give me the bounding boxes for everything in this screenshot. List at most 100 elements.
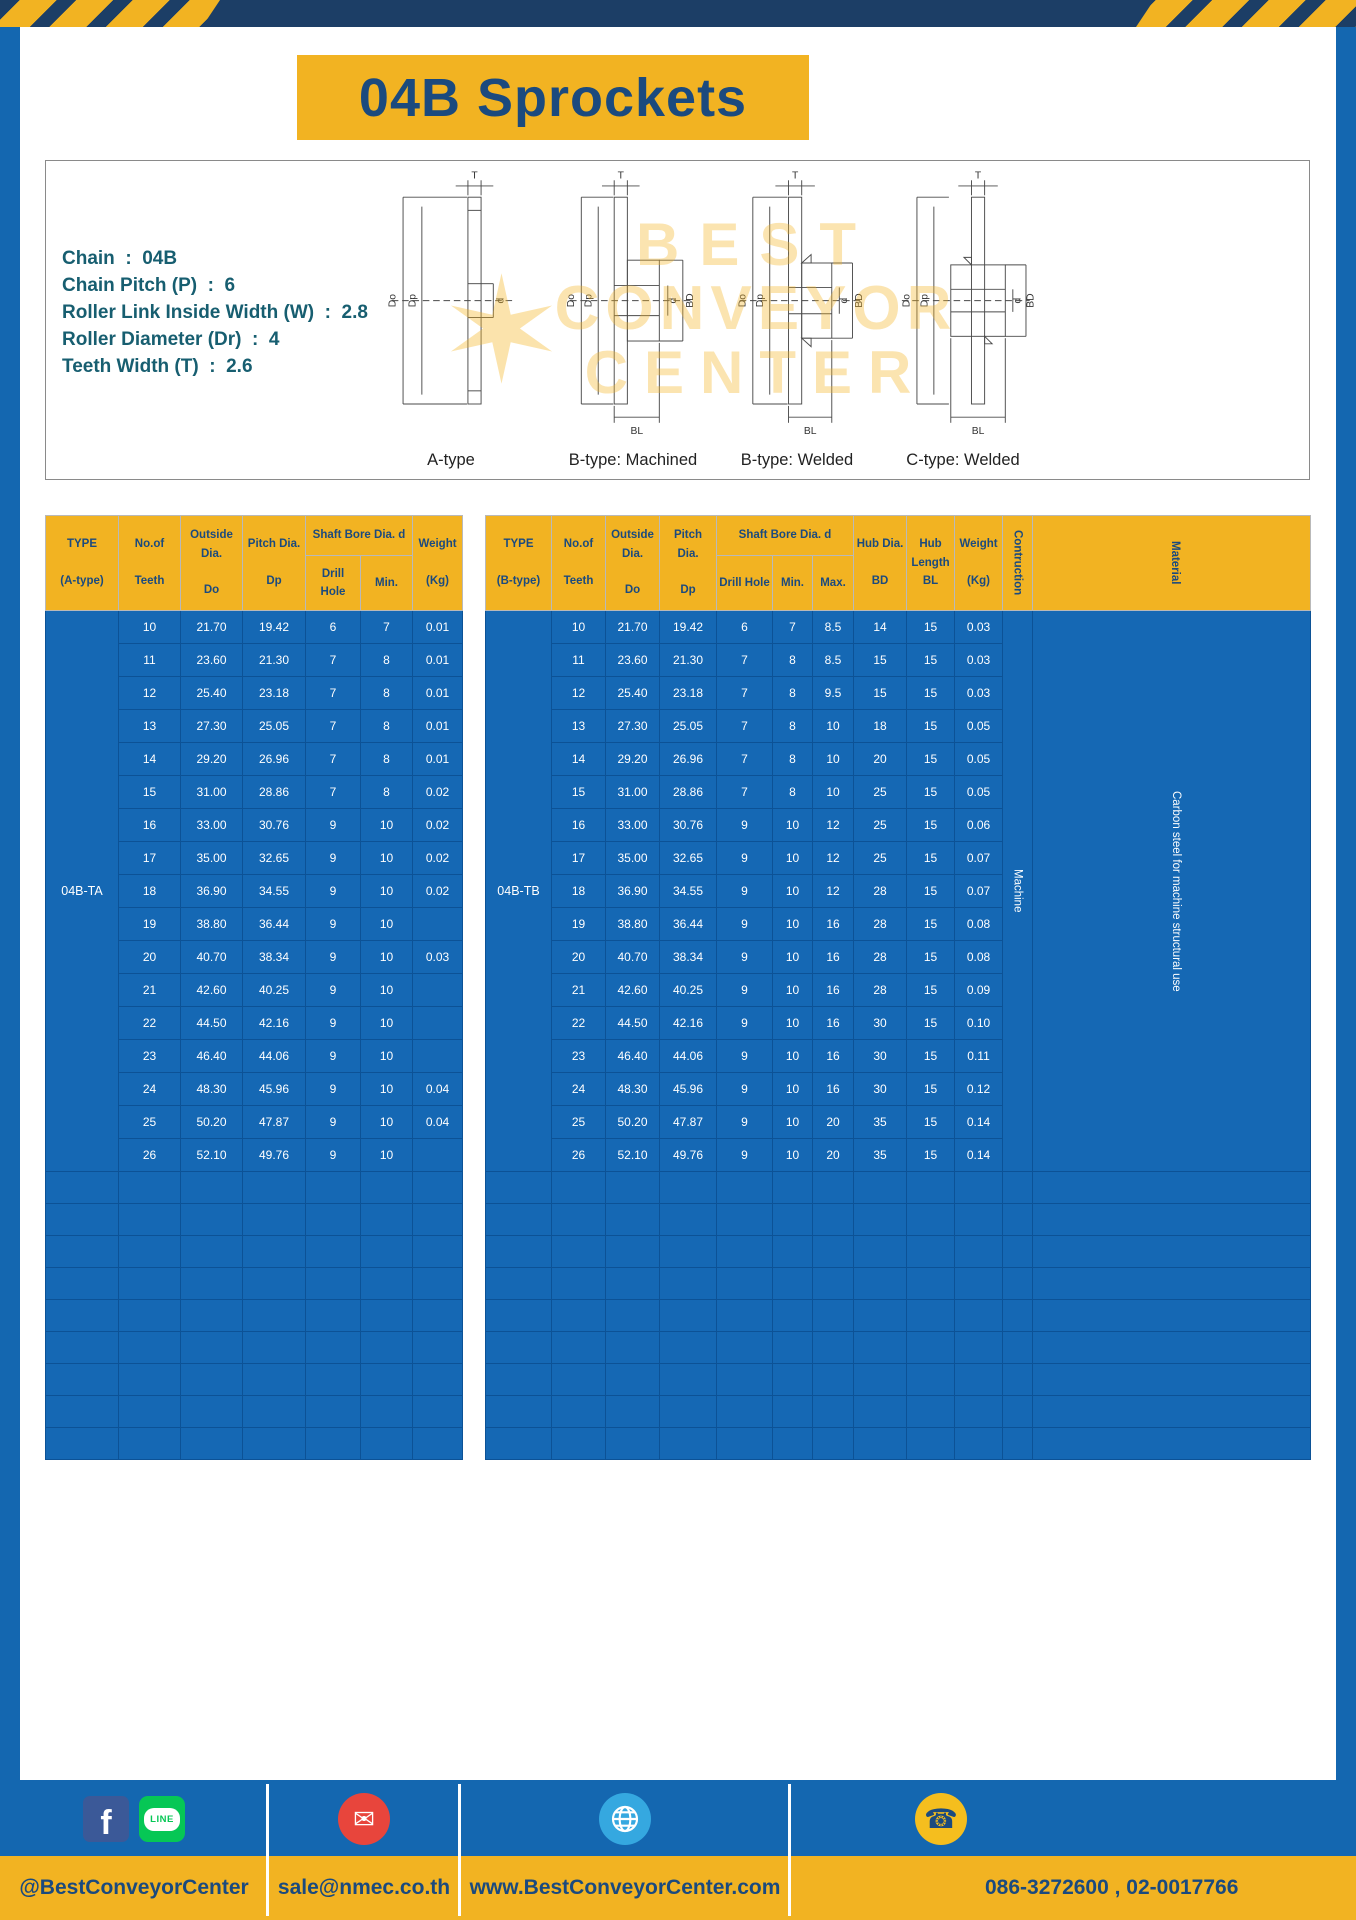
empty-table-row [485, 1299, 1312, 1332]
empty-cell [180, 1171, 243, 1204]
empty-cell [305, 1203, 361, 1236]
data-cell: 9.5 [811, 676, 855, 710]
data-cell: 33.00 [605, 808, 660, 842]
empty-cell [716, 1427, 773, 1460]
data-cell: 15 [906, 907, 956, 941]
facebook-icon[interactable]: f [83, 1796, 129, 1842]
data-cell: 25 [853, 808, 908, 842]
data-cell: 30.76 [659, 808, 717, 842]
empty-cell [716, 1203, 773, 1236]
footer-email[interactable]: sale@nmec.co.th [277, 1876, 451, 1899]
data-cell: 33.00 [180, 808, 243, 842]
data-cell: 0.05 [954, 709, 1004, 743]
empty-cell [360, 1203, 413, 1236]
data-cell: 7 [305, 643, 361, 677]
empty-cell [45, 1427, 119, 1460]
data-cell: 7 [716, 709, 773, 743]
empty-cell [605, 1203, 660, 1236]
footer-phone-numbers[interactable]: 086-3272600 , 02-0017766 [985, 1876, 1239, 1899]
empty-cell [811, 1331, 855, 1364]
empty-cell [485, 1171, 552, 1204]
table-a-body: 04B-TA 10 21.70 19.42 6 7 0.01 11 23.60 21.30 7 8 0.… [45, 610, 463, 1460]
empty-cell [853, 1427, 908, 1460]
empty-table-row [45, 1235, 463, 1268]
empty-cell [605, 1363, 660, 1396]
table-row: 23 46.40 44.06 9 10 [46, 1039, 463, 1073]
empty-cell [605, 1267, 660, 1300]
data-cell: 36.44 [659, 907, 717, 941]
empty-cell [118, 1331, 181, 1364]
empty-cell [412, 1363, 463, 1396]
data-cell: 20 [551, 940, 606, 974]
data-cell: 25 [853, 775, 908, 809]
data-cell: 46.40 [180, 1039, 243, 1073]
empty-cell [45, 1171, 119, 1204]
chain-specs: Chain : 04B Chain Pitch (P) : 6 Roller L… [62, 245, 368, 380]
email-icon[interactable]: ✉ [338, 1793, 390, 1845]
empty-cell [772, 1395, 813, 1428]
col-header-shaft-bore: Shaft Bore Dia. d [715, 515, 855, 556]
footer-divider [458, 1784, 461, 1916]
data-cell: 30 [853, 1072, 908, 1106]
data-cell: 10 [772, 874, 813, 908]
empty-cell [716, 1331, 773, 1364]
data-cell: 15 [118, 775, 181, 809]
empty-cell [906, 1235, 956, 1268]
empty-cell [853, 1267, 908, 1300]
table-row: 18 36.90 34.55 9 10 0.02 [46, 874, 463, 908]
empty-cell [242, 1363, 306, 1396]
data-cell: 9 [716, 973, 773, 1007]
empty-table-row [485, 1267, 1312, 1300]
empty-table-row [485, 1203, 1312, 1236]
empty-cell [811, 1363, 855, 1396]
empty-cell [118, 1203, 181, 1236]
empty-cell [242, 1331, 306, 1364]
empty-cell [716, 1299, 773, 1332]
empty-cell [659, 1203, 717, 1236]
data-cell: 15 [906, 841, 956, 875]
col-header-pitch-dia: Pitch Dia. Dp [659, 515, 717, 611]
phone-icon[interactable]: ☎ [915, 1793, 967, 1845]
data-cell: 47.87 [242, 1105, 306, 1139]
data-cell: 10 [551, 610, 606, 644]
empty-cell [906, 1331, 956, 1364]
empty-cell [118, 1299, 181, 1332]
col-header-min: Min. [360, 555, 413, 611]
data-cell: 42.60 [605, 973, 660, 1007]
empty-cell [1032, 1235, 1312, 1268]
data-cell: 12 [551, 676, 606, 710]
table-row: 26 52.10 49.76 9 10 [46, 1138, 463, 1172]
empty-cell [1032, 1363, 1312, 1396]
data-cell: 36.90 [180, 874, 243, 908]
data-cell: 36.90 [605, 874, 660, 908]
data-cell: 38.34 [242, 940, 306, 974]
empty-cell [659, 1427, 717, 1460]
data-cell: 10 [360, 1039, 413, 1073]
empty-cell [118, 1267, 181, 1300]
table-row: 13 27.30 25.05 7 8 10 18 15 0.05 [486, 709, 1311, 743]
footer-social-handle[interactable]: @BestConveyorCenter [19, 1876, 249, 1899]
empty-cell [906, 1395, 956, 1428]
empty-table-row [45, 1203, 463, 1236]
data-cell: 7 [716, 676, 773, 710]
footer-website[interactable]: www.BestConveyorCenter.com [469, 1876, 781, 1899]
empty-cell [605, 1235, 660, 1268]
empty-cell [485, 1299, 552, 1332]
data-cell: 23.18 [659, 676, 717, 710]
data-cell: 19.42 [659, 610, 717, 644]
empty-cell [412, 1203, 463, 1236]
globe-icon[interactable] [599, 1793, 651, 1845]
data-cell: 6 [716, 610, 773, 644]
empty-cell [659, 1331, 717, 1364]
empty-cell [242, 1299, 306, 1332]
empty-cell [412, 1427, 463, 1460]
line-icon[interactable]: LINE [139, 1796, 185, 1842]
data-cell: 15 [906, 742, 956, 776]
data-cell: 0.01 [412, 643, 463, 677]
table-row: 12 25.40 23.18 7 8 0.01 [46, 676, 463, 710]
data-cell: 16 [811, 1006, 855, 1040]
data-cell: 16 [551, 808, 606, 842]
empty-cell [180, 1331, 243, 1364]
empty-cell [772, 1331, 813, 1364]
